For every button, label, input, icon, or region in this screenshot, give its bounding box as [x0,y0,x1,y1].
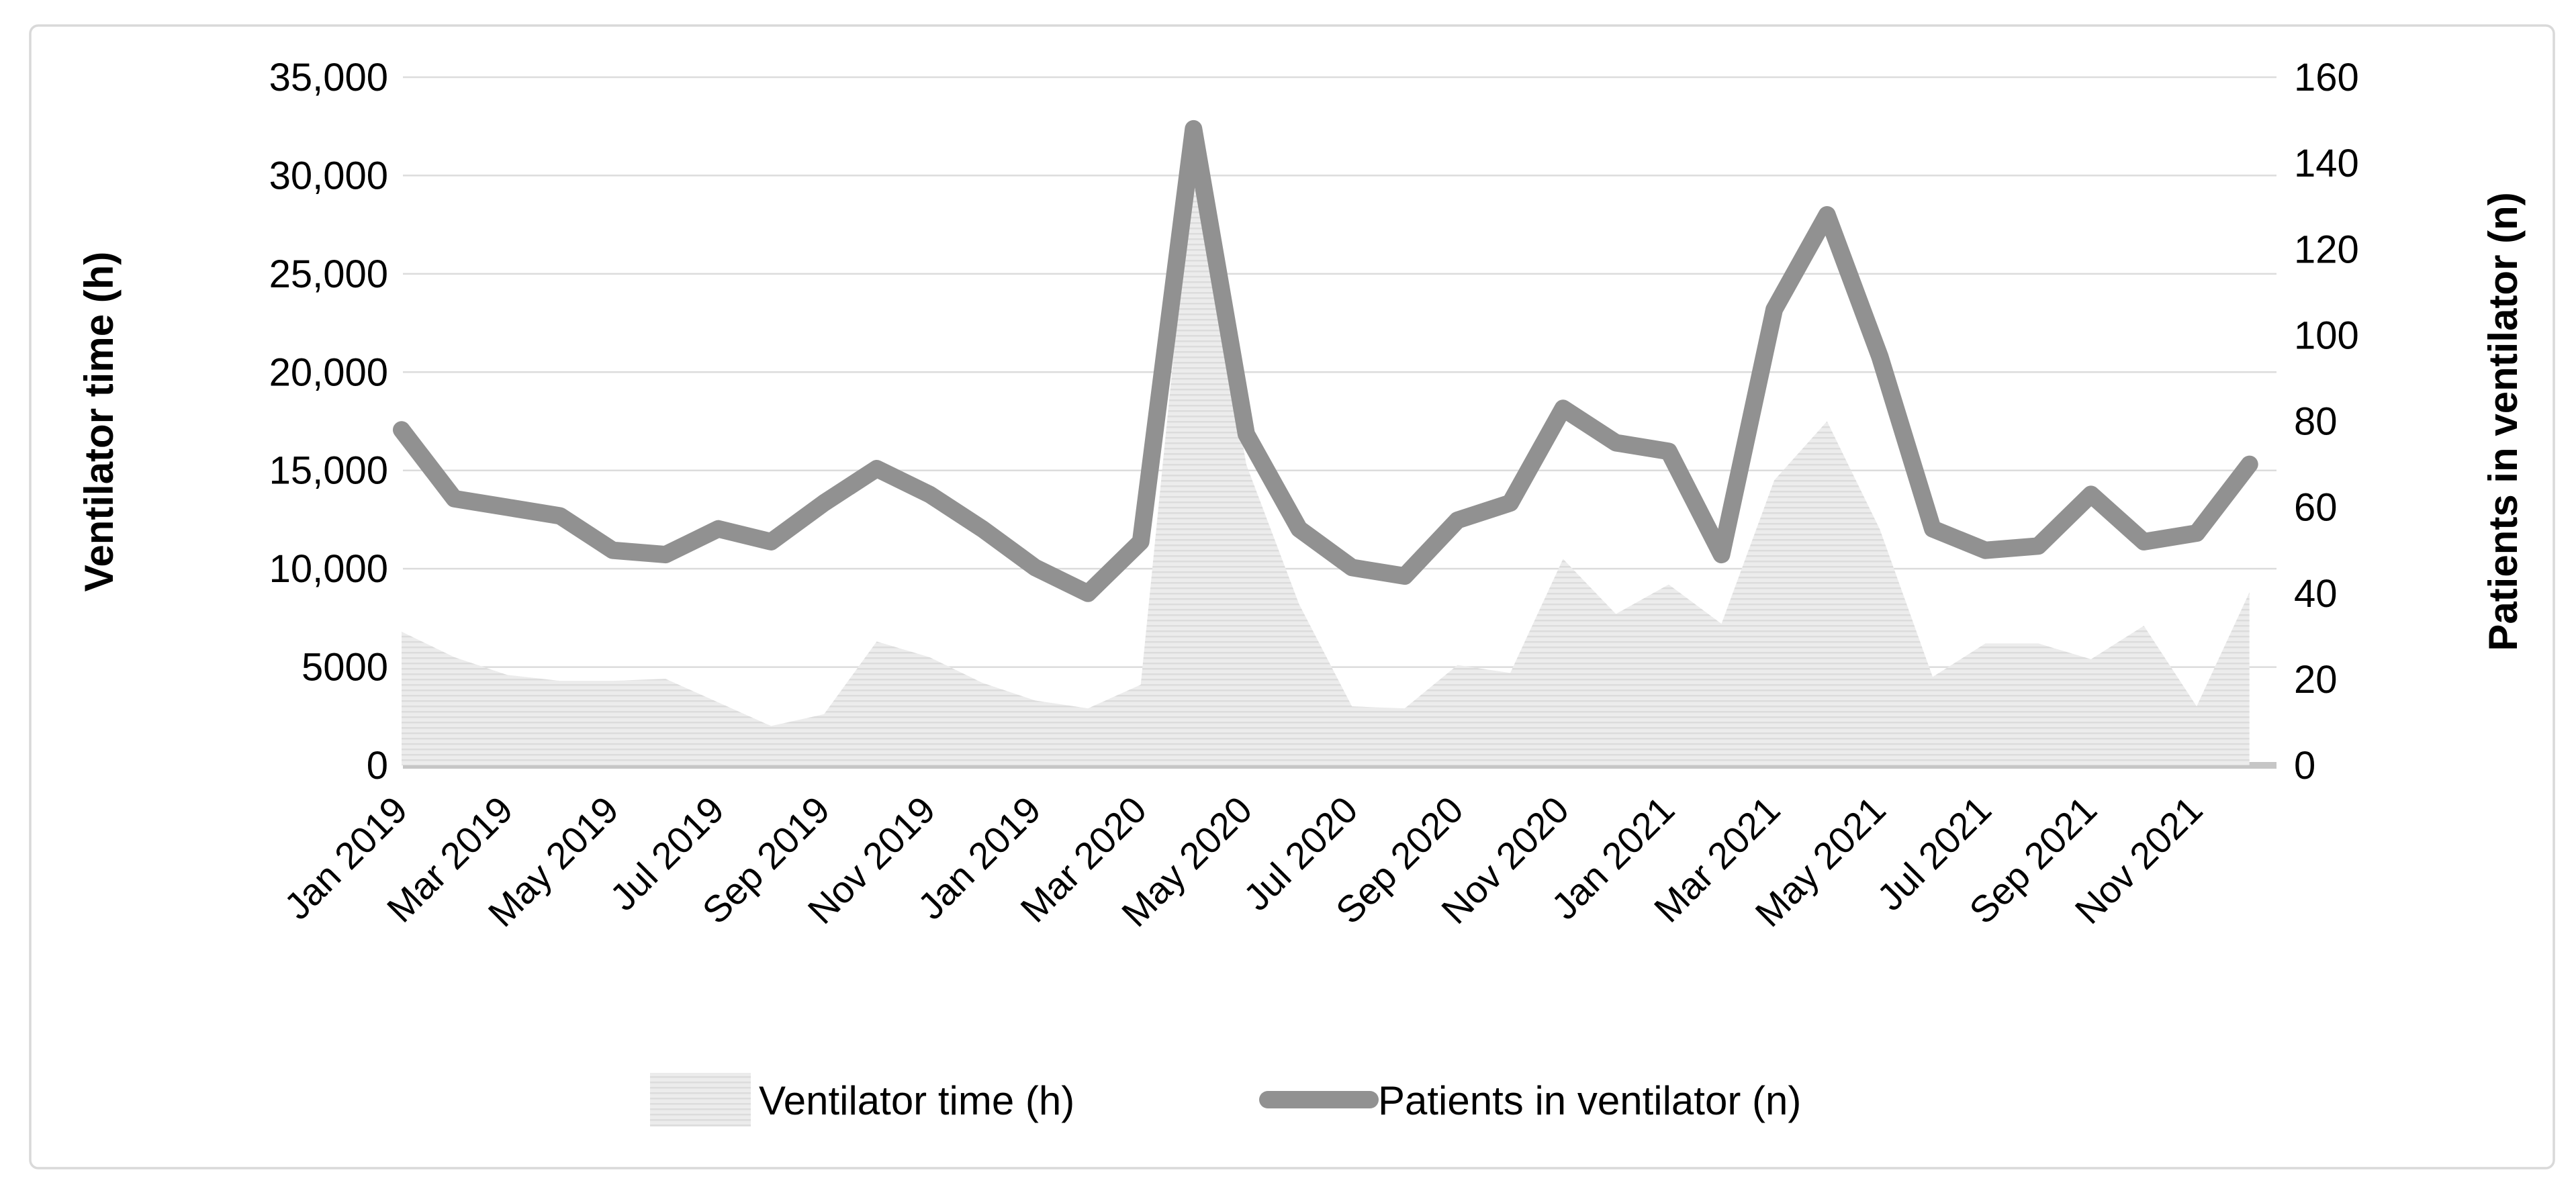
legend-item-ventilator-time: Ventilator time (h) [650,1073,1074,1127]
y-right-tick-label: 0 [2294,744,2315,788]
y-axis-left-tick-labels: 0 5000 10,000 15,000 20,000 25,000 30,000 35,00… [269,56,388,788]
y-right-tick-label: 140 [2294,142,2359,185]
legend: Ventilator time (h) Patients in ventilat… [650,1073,1801,1127]
y-left-tick-label: 5000 [302,646,388,689]
y-axis-right-tick-labels: 0 20 40 60 80 100 120 140 160 [2294,56,2359,788]
y-right-tick-label: 40 [2294,572,2338,616]
y-axis-right-title: Patients in ventilator (n) [2481,192,2526,651]
y-right-tick-label: 120 [2294,228,2359,271]
y-right-tick-label: 100 [2294,314,2359,357]
figure-border [29,24,2555,1170]
y-right-tick-label: 20 [2294,658,2338,702]
y-left-tick-label: 10,000 [269,547,388,591]
y-right-tick-label: 80 [2294,400,2338,444]
y-left-tick-label: 25,000 [269,252,388,296]
y-left-tick-label: 15,000 [269,449,388,493]
gridlines [403,76,2276,668]
line-series-patients-in-ventilator [393,120,2258,602]
legend-label-patients-in-ventilator: Patients in ventilator (n) [1378,1078,1801,1123]
y-right-tick-label: 60 [2294,486,2338,530]
y-axis-left-title: Ventilator time (h) [77,252,122,592]
y-left-tick-label: 20,000 [269,350,388,394]
y-left-tick-label: 35,000 [269,56,388,99]
y-right-tick-label: 160 [2294,56,2359,99]
legend-item-patients-in-ventilator: Patients in ventilator (n) [1259,1078,1801,1123]
area-swatch-icon [650,1073,751,1127]
legend-label-ventilator-time: Ventilator time (h) [759,1078,1074,1123]
y-left-tick-label: 0 [367,744,388,788]
area-series-ventilator-time [402,156,2250,766]
y-left-tick-label: 30,000 [269,154,388,197]
